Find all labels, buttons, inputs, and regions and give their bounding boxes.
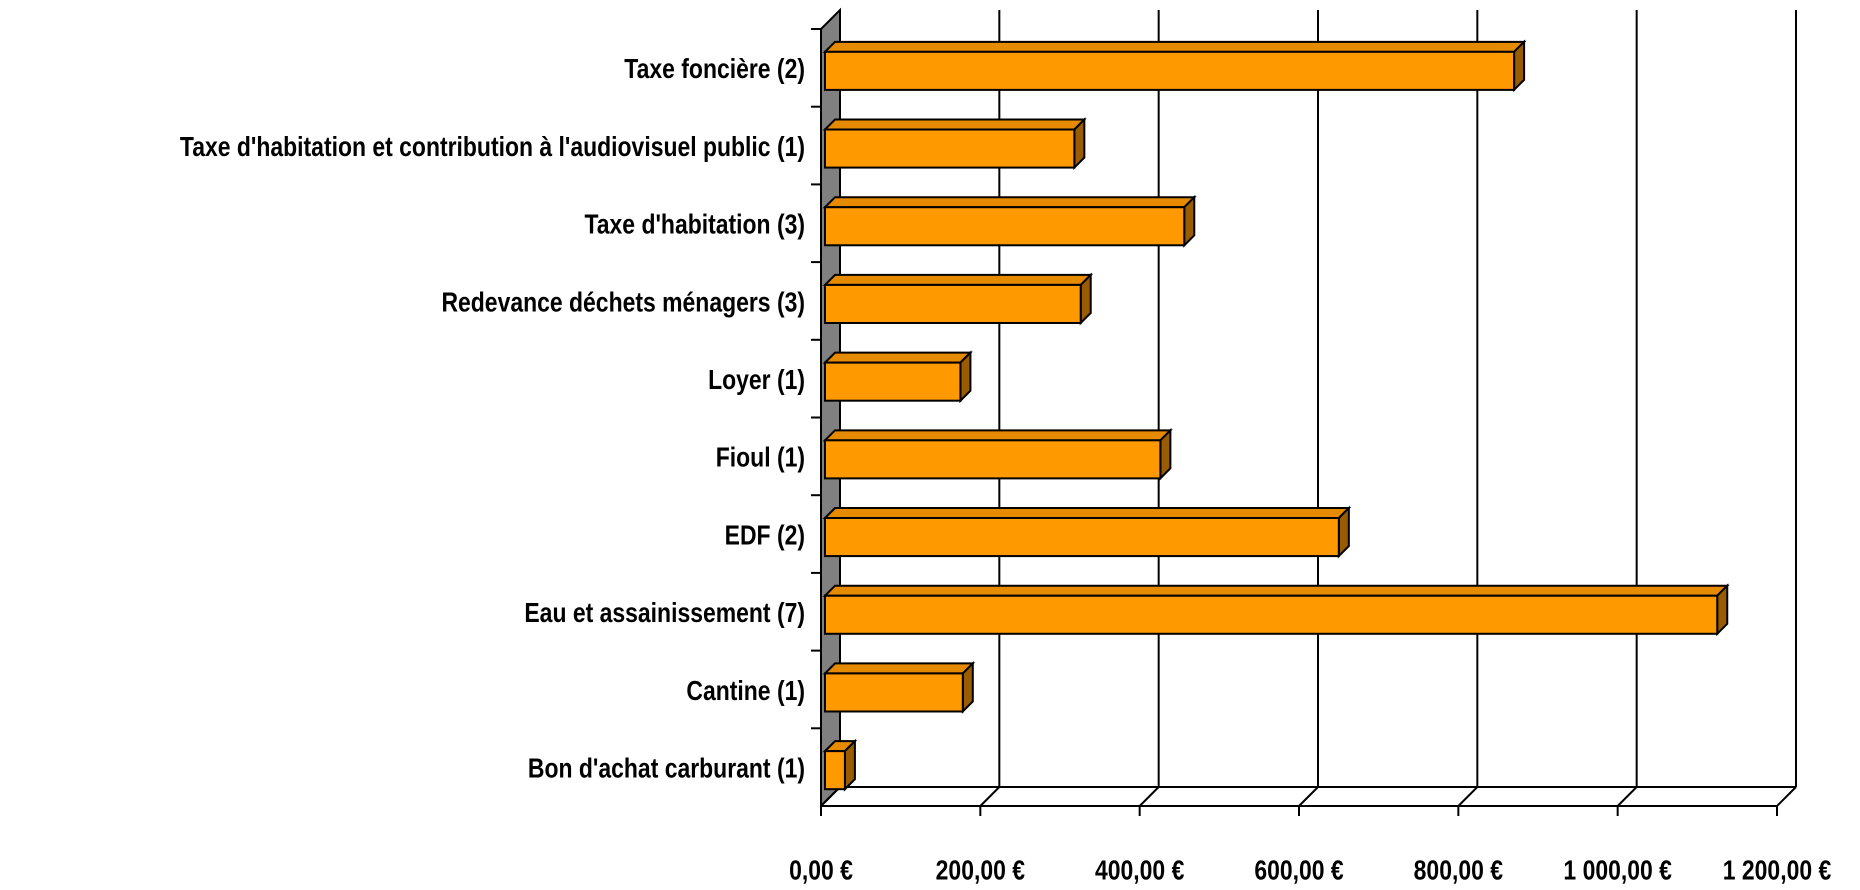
y-tick-label: Fioul (1) xyxy=(716,443,805,474)
bar-side xyxy=(1073,117,1086,171)
bar xyxy=(824,361,962,402)
bar-side xyxy=(961,660,974,714)
bar-top xyxy=(822,584,1730,597)
bar xyxy=(824,50,1516,91)
bar-top xyxy=(822,40,1527,53)
bar-side xyxy=(1716,583,1729,637)
bar-top xyxy=(822,196,1197,209)
floor-line xyxy=(1776,786,1797,807)
floor-line xyxy=(1616,786,1638,807)
bar xyxy=(824,206,1186,247)
floor-line xyxy=(979,786,1001,807)
bar xyxy=(824,439,1162,480)
y-tick-label: Taxe d'habitation (3) xyxy=(584,210,805,241)
x-tick-label: 400,00 € xyxy=(1095,855,1184,886)
bar-side xyxy=(843,738,856,792)
bar xyxy=(824,128,1076,169)
floor-line xyxy=(1457,786,1479,807)
y-tick-label: Eau et assainissement (7) xyxy=(524,598,805,629)
y-tick-label: Bon d'achat carburant (1) xyxy=(528,753,805,784)
y-tick-label: Taxe d'habitation et contribution à l'au… xyxy=(180,132,805,163)
bar-side xyxy=(1337,505,1350,559)
y-tick-label: Redevance déchets ménagers (3) xyxy=(441,287,805,318)
bar xyxy=(824,672,964,713)
x-tick-label: 1 200,00 € xyxy=(1723,855,1831,886)
bar xyxy=(824,750,846,791)
bar xyxy=(824,283,1082,324)
bar-top xyxy=(822,273,1094,286)
y-tick-label: Taxe foncière (2) xyxy=(624,54,805,85)
x-tick-label: 800,00 € xyxy=(1414,855,1503,886)
y-tick-label: Cantine (1) xyxy=(686,676,805,707)
bar-side xyxy=(959,350,972,404)
y-tick-label: EDF (2) xyxy=(725,520,805,551)
bar xyxy=(824,594,1719,635)
bar-side xyxy=(1159,427,1172,481)
floor-line xyxy=(1298,786,1319,807)
bar-top xyxy=(822,662,976,675)
bar-top xyxy=(822,351,973,364)
y-tick-label: Loyer (1) xyxy=(708,365,805,396)
bar-top xyxy=(822,507,1352,520)
bar-side xyxy=(1079,272,1092,326)
x-tick-label: 200,00 € xyxy=(936,855,1025,886)
floor-line xyxy=(1138,786,1160,807)
bar-top xyxy=(822,118,1087,131)
x-tick-label: 0,00 € xyxy=(789,855,853,886)
x-tick-label: 600,00 € xyxy=(1254,855,1343,886)
x-tick-label: 1 000,00 € xyxy=(1563,855,1671,886)
bar-top xyxy=(822,429,1173,442)
bar-side xyxy=(1183,194,1196,248)
bar-side xyxy=(1513,39,1526,93)
bar xyxy=(824,517,1340,558)
